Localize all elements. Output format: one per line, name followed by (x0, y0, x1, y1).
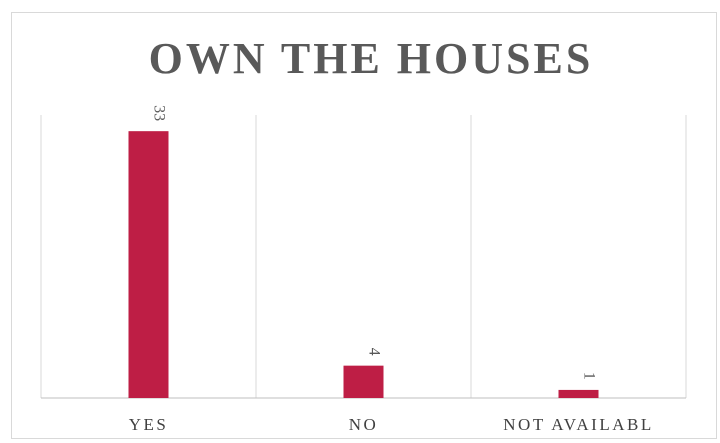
data-label: 1 (581, 372, 598, 380)
bar-no (343, 365, 384, 398)
data-label: 4 (366, 348, 383, 356)
bar-not-availabl (558, 389, 599, 398)
x-tick-label: YES (129, 415, 169, 434)
data-labels-layer: 33 4 1 (151, 105, 598, 380)
chart-title: OWN THE HOUSES (148, 34, 594, 83)
bars-layer (128, 131, 599, 398)
x-tick-label: NO (349, 415, 379, 434)
bar-yes (128, 131, 169, 398)
x-tick-labels-layer: YES NO NOT AVAILABL (129, 415, 653, 434)
data-label: 33 (151, 105, 168, 121)
x-tick-label: NOT AVAILABL (503, 415, 653, 434)
